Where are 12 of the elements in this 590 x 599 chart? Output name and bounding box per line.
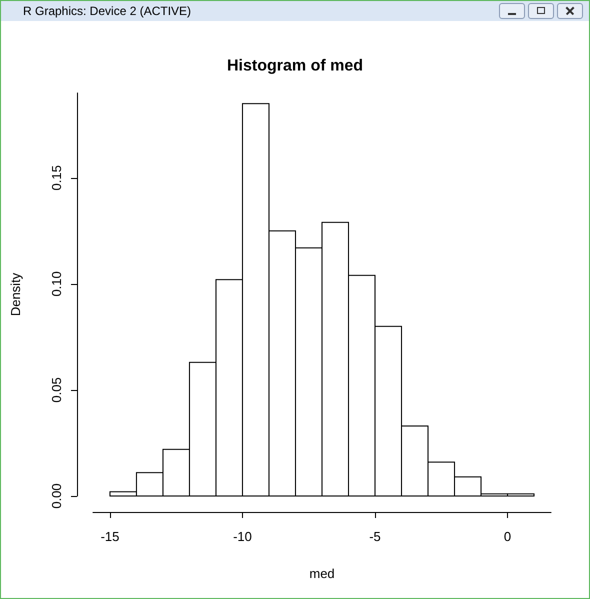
y-tick-label: 0.15 [49,165,64,190]
x-tick-label: 0 [504,529,512,544]
y-axis-title: Density [8,272,23,316]
x-axis-title: med [309,566,335,581]
y-tick-label: 0.05 [49,377,64,403]
x-tick-label: -15 [100,529,120,544]
chart-title: Histogram of med [226,58,364,74]
y-tick-label: 0.10 [49,271,64,297]
x-tick-label: -10 [233,529,252,544]
y-tick-label: 0.00 [49,483,64,509]
x-tick-label: -5 [369,529,381,544]
text: R Graphics: Device 2 (ACTIVE) [23,4,192,18]
